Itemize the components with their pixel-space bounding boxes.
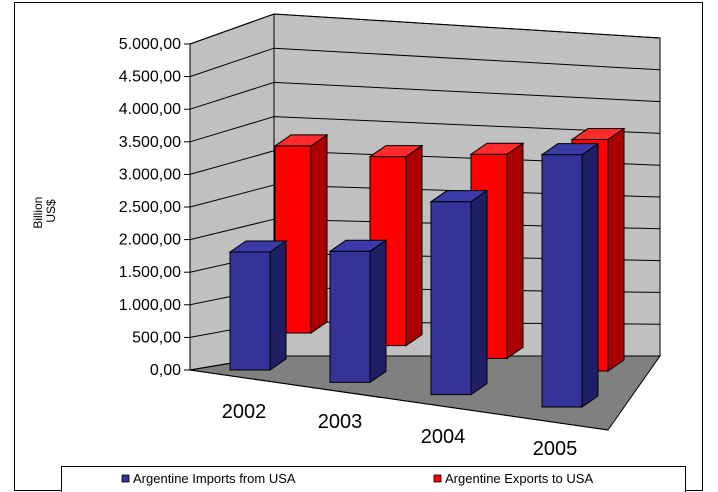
legend-label-exports: Argentine Exports to USA: [445, 471, 593, 486]
legend: Argentine Imports from USA Argentine Exp…: [61, 466, 686, 492]
bar-side: [607, 127, 625, 372]
category-label-2005: 2005: [533, 438, 578, 460]
bar-top: [570, 128, 626, 141]
gridline: [189, 184, 661, 208]
bar-side: [581, 142, 599, 408]
bars: [228, 127, 626, 408]
x-axis-categories: 2002 2003 2004 2005: [189, 369, 609, 460]
y-tick-label: 4.000,00: [119, 101, 181, 118]
bar-side: [405, 144, 423, 347]
bar-side: [470, 189, 488, 396]
y-axis-ticks: 0,00 500,00 1.000,00 1.500,00 2.000,00 2.500,…: [119, 36, 190, 379]
category-label-2003: 2003: [318, 411, 363, 433]
bar-top: [540, 143, 600, 156]
category-label-2004: 2004: [421, 426, 466, 448]
bar-imports-2003: [329, 250, 371, 383]
y-tick-label: 3.500,00: [119, 134, 181, 151]
bar-imports-2004: [430, 201, 472, 396]
y-axis-label: Billion US$: [31, 193, 58, 228]
bar-side: [269, 240, 287, 371]
y-tick-label: 1.500,00: [119, 264, 181, 281]
legend-swatch-exports: [433, 474, 442, 483]
bar-side: [369, 239, 387, 384]
y-tick-label: 2.000,00: [119, 232, 181, 249]
gridline: [189, 150, 661, 175]
category-label-2002: 2002: [222, 401, 267, 423]
gridline: [189, 116, 661, 143]
bar-top: [368, 145, 424, 158]
bar-top: [429, 190, 489, 203]
bar-imports-2002: [229, 251, 271, 371]
y-tick-label: 4.500,00: [119, 69, 181, 86]
y-tick-label: 500,00: [132, 329, 181, 346]
gridline: [189, 47, 661, 78]
legend-swatch-imports: [121, 474, 130, 483]
y-tick-label: 5.000,00: [119, 36, 181, 53]
x-axis-line: [189, 369, 609, 431]
bar-side: [310, 133, 328, 334]
y-tick-label: 1.000,00: [119, 297, 181, 314]
legend-box: [61, 466, 686, 492]
y-tick-label: 0,00: [150, 362, 181, 379]
gridline: [189, 218, 661, 241]
bar-top: [328, 239, 388, 252]
legend-label-imports: Argentine Imports from USA: [133, 471, 296, 486]
bar-top: [228, 240, 288, 253]
y-tick-label: 3.000,00: [119, 166, 181, 183]
gridline: [189, 81, 661, 110]
gridline: [189, 13, 661, 45]
y-tick-label: 2.500,00: [119, 199, 181, 216]
bar-side: [506, 142, 524, 360]
bar-imports-2005: [541, 154, 583, 408]
bar-top: [273, 134, 329, 147]
bar-top: [469, 142, 525, 155]
